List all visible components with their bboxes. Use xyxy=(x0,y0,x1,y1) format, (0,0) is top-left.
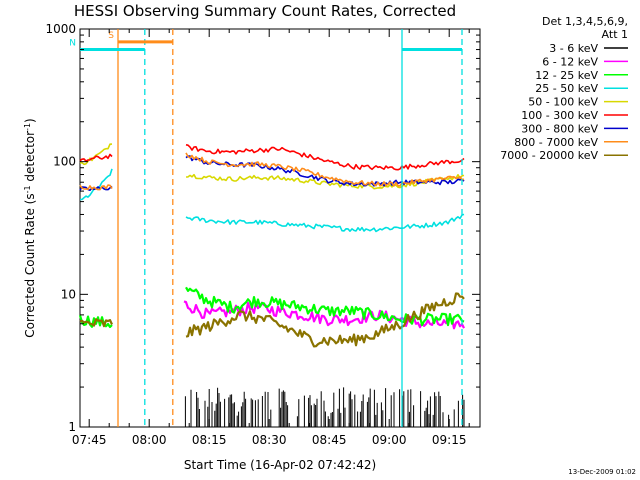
x-tick-label: 09:00 xyxy=(372,433,407,447)
y-tick-label: 100 xyxy=(53,155,76,169)
y-label-end: ) xyxy=(23,118,37,123)
legend-label-50-100-kev: 50 - 100 keV xyxy=(528,96,598,109)
series-100-300-kev xyxy=(79,144,465,171)
legend-label-3-6-kev: 3 - 6 keV xyxy=(549,42,598,55)
footer-date: 13-Dec-2009 01:02 xyxy=(568,468,636,476)
x-tick-label: 07:45 xyxy=(72,433,107,447)
legend-label-100-300-kev: 100 - 300 keV xyxy=(521,109,598,122)
x-axis: 07:45 08:00 08:15 08:30 08:45 09:00 09:15 xyxy=(72,29,470,447)
x-tick-label: 08:30 xyxy=(252,433,287,447)
x-axis-label: Start Time (16-Apr-02 07:42:42) xyxy=(184,458,376,472)
plot-title: HESSI Observing Summary Count Rates, Cor… xyxy=(74,2,456,20)
legend-label-12-25-kev: 12 - 25 keV xyxy=(535,69,598,82)
y-tick-label: 10 xyxy=(61,287,76,301)
attenuator-info: Att 1 xyxy=(602,28,628,41)
x-tick-label: 09:15 xyxy=(432,433,467,447)
legend-label-25-50-kev: 25 - 50 keV xyxy=(535,82,598,95)
y-label-mid: detector xyxy=(23,131,37,186)
y-axis: 1 10 100 1000 xyxy=(45,22,480,434)
legend-label-300-800-kev: 300 - 800 keV xyxy=(521,122,598,135)
series-6-12-kev xyxy=(183,300,465,330)
y-tick-label: 1000 xyxy=(45,22,76,36)
marker-layer: SN xyxy=(69,29,463,427)
y-tick-label: 1 xyxy=(68,420,76,434)
y-label-main: Corrected Count Rate (s xyxy=(23,193,37,337)
y-label-sup2: -1 xyxy=(23,123,32,131)
series-3-6-kev xyxy=(184,387,465,427)
flag-label-n: N xyxy=(69,39,76,49)
legend-label-800-7000-kev: 800 - 7000 keV xyxy=(514,136,598,149)
series-800-7000-kev xyxy=(79,152,465,191)
x-tick-label: 08:00 xyxy=(132,433,167,447)
flag-label-s: S xyxy=(108,31,114,41)
x-tick-label: 08:45 xyxy=(312,433,347,447)
legend-label-7000-20000-kev: 7000 - 20000 keV xyxy=(500,149,598,162)
data-layer xyxy=(78,143,465,427)
series-25-50-kev xyxy=(80,168,465,233)
detector-info: Det 1,3,4,5,6,9, xyxy=(542,15,628,28)
x-tick-label: 08:15 xyxy=(192,433,227,447)
series-7000-20000-kev xyxy=(79,292,465,348)
legend-label-6-12-kev: 6 - 12 keV xyxy=(542,55,598,68)
y-axis-label: Corrected Count Rate (s-1 detector-1) xyxy=(23,118,37,337)
plot-frame xyxy=(79,28,481,428)
y-label-sup: -1 xyxy=(23,185,32,193)
